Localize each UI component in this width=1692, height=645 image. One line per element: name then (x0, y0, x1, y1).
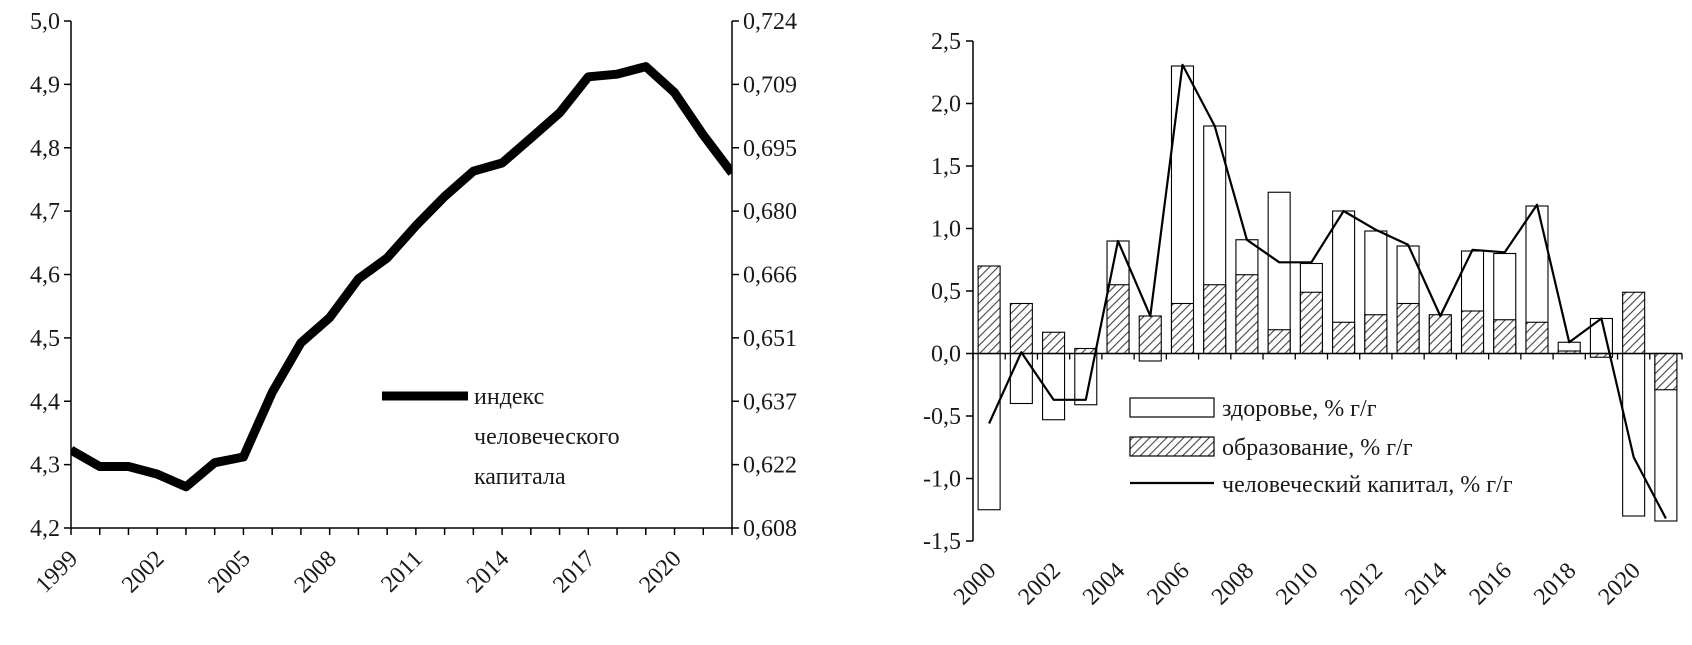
right-y-tick-label: 0,695 (743, 136, 797, 162)
bar-education-2000 (977, 265, 1001, 355)
bar-education-2004 (1106, 284, 1130, 355)
right-y-tick-label: 0,709 (743, 72, 797, 98)
right-axes (972, 41, 1682, 541)
bar-education-2008 (1235, 274, 1259, 355)
bar-health-2001 (1009, 352, 1033, 405)
right-x-tick-label: 2004 (1078, 558, 1130, 610)
bar-education-2012 (1364, 314, 1388, 355)
right-x-tick-label: 2006 (1142, 558, 1194, 610)
left-x-tick-label: 2014 (462, 546, 514, 598)
left-y-tick-label: 4,4 (30, 389, 60, 415)
bar-education-2006 (1170, 302, 1195, 355)
bar-education-2014 (1428, 314, 1452, 355)
bar-education-2021 (1654, 352, 1678, 391)
left-y-tick-label: 4,3 (30, 453, 60, 479)
right-x-tick-label: 2010 (1271, 558, 1323, 610)
series-line-human-capital-growth (988, 63, 1667, 520)
left-y-tick-label: 5,0 (30, 9, 60, 35)
left-x-tick-label: 2011 (376, 546, 428, 598)
right-x-tick-label: 2020 (1594, 558, 1646, 610)
bar-health-2000 (977, 352, 1001, 511)
right-y-tick-label: -1,5 (923, 529, 961, 555)
bar-education-2020 (1622, 291, 1646, 355)
left-x-tick-label: 1999 (31, 546, 83, 598)
left-chart-human-capital-index: 5,04,94,84,74,64,54,44,34,2 0,7240,7090,… (30, 9, 797, 598)
right-y-tick-label: 1,5 (931, 154, 961, 180)
left-y-axis-left-ticks: 5,0 4,9 4,8 4,7 4,6 4,5 4,4 4,3 4,2 (30, 9, 71, 542)
right-legend: здоровье, % г/г образование, % г/г челов… (1129, 396, 1513, 498)
left-x-tick-label: 2017 (548, 546, 600, 598)
left-y-tick-label: 4,2 (30, 516, 60, 542)
legend-label-line-2: человеческого (474, 424, 620, 450)
right-bars (977, 65, 1678, 522)
legend-label-line-3: капитала (474, 464, 566, 490)
right-y-tick-label: -1,0 (923, 467, 961, 493)
right-x-tick-label: 2018 (1529, 558, 1581, 610)
bar-education-2007 (1203, 284, 1227, 355)
series-line-human-capital-index (71, 62, 732, 492)
left-x-tick-label: 2020 (634, 546, 686, 598)
bar-education-2015 (1460, 310, 1485, 355)
bar-education-2017 (1525, 321, 1549, 355)
bar-health-2005 (1138, 352, 1162, 362)
left-x-axis-ticks: 1999 2002 2005 2008 2011 2014 2017 2020 (31, 528, 733, 598)
left-x-tick-label: 2002 (117, 546, 169, 598)
right-y-tick-label: 0,637 (743, 389, 797, 415)
right-x-tick-label: 2008 (1207, 558, 1259, 610)
right-y-tick-label: 0,680 (743, 199, 797, 225)
left-y-tick-label: 4,6 (30, 263, 60, 289)
bar-education-2011 (1332, 321, 1356, 355)
legend-label-human-capital-growth: человеческий капитал, % г/г (1222, 472, 1513, 498)
right-y-tick-label: 0,608 (743, 516, 797, 542)
right-y-axis-ticks: 2,5 2,0 1,5 1,0 0,5 0,0 -0,5 -1,0 -1,5 (923, 29, 973, 555)
right-x-tick-label: 2012 (1336, 558, 1388, 610)
left-y-tick-label: 4,7 (30, 199, 60, 225)
right-y-tick-label: 0,0 (931, 342, 961, 368)
left-y-tick-label: 4,8 (30, 136, 60, 162)
right-x-tick-label: 2000 (949, 558, 1001, 610)
left-y-tick-label: 4,9 (30, 72, 60, 98)
bar-education-2016 (1493, 319, 1517, 355)
right-y-tick-label: 1,0 (931, 217, 961, 243)
bar-health-2020 (1622, 352, 1646, 517)
bar-education-2009 (1267, 329, 1291, 355)
bar-education-2001 (1009, 302, 1033, 355)
right-chart-human-capital-growth: 2,52,01,51,00,50,0-0,5-1,0-1,5 2000 2002 2… (923, 29, 1683, 610)
bar-education-2002 (1042, 331, 1066, 355)
right-y-tick-label: 0,666 (743, 263, 797, 289)
legend-label-health: здоровье, % г/г (1222, 396, 1377, 422)
left-y-tick-label: 4,5 (30, 326, 60, 352)
right-y-tick-label: 2,5 (931, 29, 961, 55)
left-legend: индекс человеческого капитала (382, 384, 620, 490)
left-x-tick-label: 2005 (203, 546, 255, 598)
left-x-tick-label: 2008 (290, 546, 342, 598)
right-x-tick-label: 2002 (1013, 558, 1065, 610)
bar-education-2013 (1396, 302, 1420, 355)
right-y-tick-label: 0,651 (743, 326, 797, 352)
bar-education-2005 (1138, 315, 1162, 355)
bar-education-2010 (1299, 291, 1323, 355)
right-y-tick-label: 2,0 (931, 92, 961, 118)
legend-swatch-education (1129, 436, 1215, 457)
left-y-axis-right-ticks: 0,724 0,709 0,695 0,680 0,666 0,651 0,637 0,622… (732, 9, 797, 542)
right-y-tick-label: -0,5 (923, 404, 961, 430)
right-y-tick-label: 0,622 (743, 453, 797, 479)
right-y-tick-label: 0,724 (743, 9, 797, 35)
right-x-tick-label: 2014 (1400, 558, 1452, 610)
legend-label-education: образование, % г/г (1222, 435, 1413, 461)
right-x-tick-label: 2016 (1465, 558, 1517, 610)
legend-label-line-1: индекс (474, 384, 544, 410)
right-y-tick-label: 0,5 (931, 279, 961, 305)
left-axes (70, 21, 733, 529)
legend-swatch-health (1129, 397, 1215, 418)
